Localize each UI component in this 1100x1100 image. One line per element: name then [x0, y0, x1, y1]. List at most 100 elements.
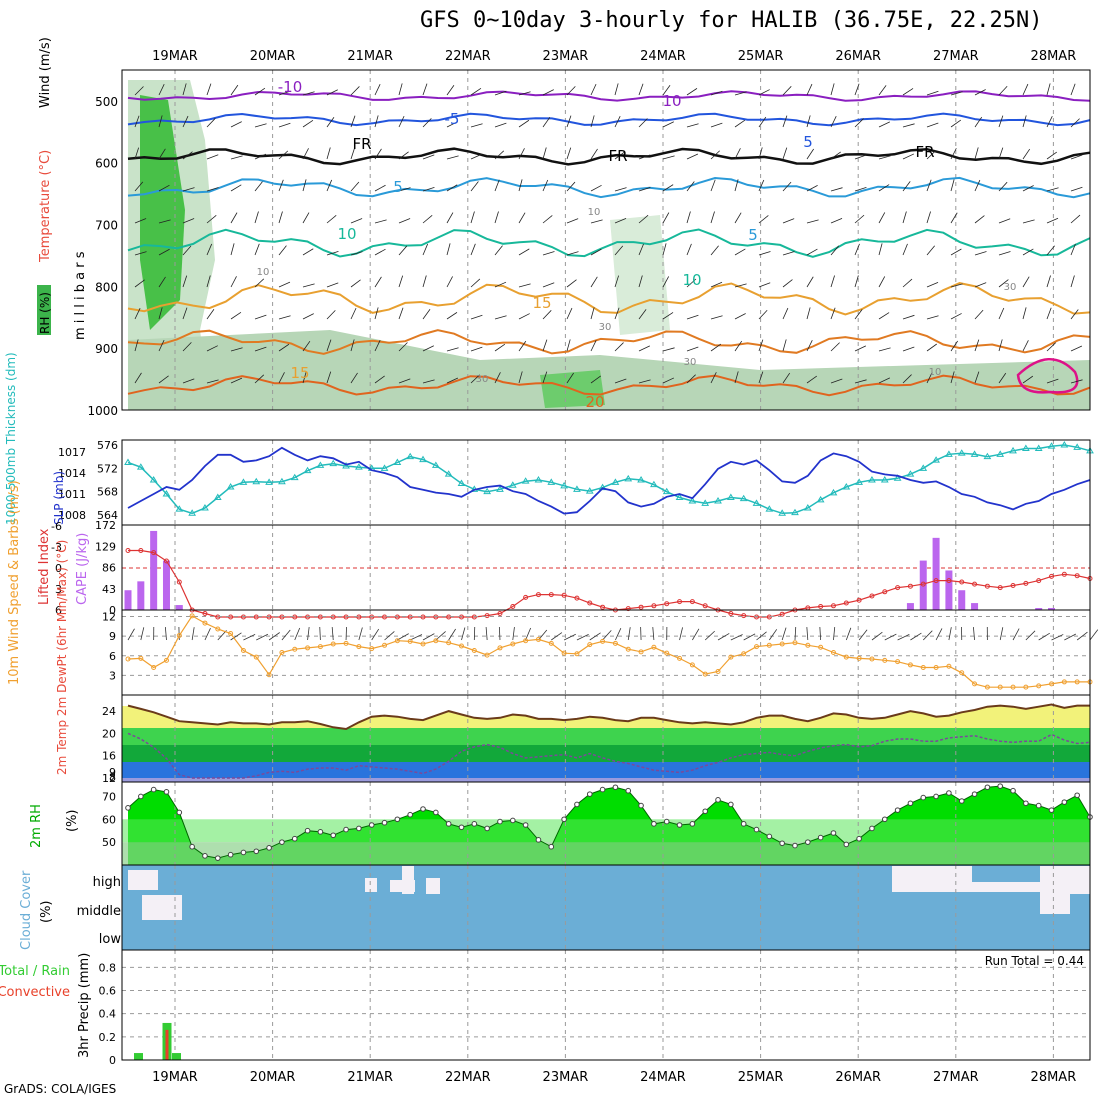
wind-speed-point	[779, 641, 785, 647]
wind-barb-10m	[551, 632, 563, 641]
wind-barb	[734, 119, 746, 128]
lifted-index-point	[895, 585, 901, 591]
lifted-index-point	[1010, 583, 1016, 588]
rh-point	[497, 818, 503, 825]
wind-barb	[350, 86, 360, 96]
wind-barb	[758, 309, 768, 320]
rh-point	[253, 848, 260, 855]
thickness-point	[290, 473, 299, 481]
wind-barb	[878, 312, 890, 320]
thickness-point	[675, 493, 684, 500]
wind-speed-point	[523, 638, 529, 644]
wind-barb	[1046, 275, 1051, 288]
wind-barb	[806, 83, 813, 96]
cape-bar	[1048, 608, 1056, 610]
wind-barb-10m	[833, 627, 836, 641]
thickness-point	[380, 464, 389, 471]
lifted-index-point	[946, 578, 952, 584]
wind-barb-10m	[498, 626, 501, 641]
wind-speed-point	[1061, 679, 1067, 685]
wind-speed-line	[127, 615, 1090, 688]
rh-point	[958, 798, 965, 804]
wind-barb	[446, 184, 458, 192]
rh-point	[651, 821, 657, 827]
date-label-top: 23MAR	[543, 49, 589, 64]
wind-speed-point	[279, 650, 285, 655]
wind-barb	[134, 339, 139, 352]
wind-barb	[278, 150, 289, 160]
cloud-row-middle: middle	[77, 904, 121, 919]
wind-speed-point	[497, 645, 503, 651]
rh-point	[458, 824, 465, 831]
rh-point	[561, 816, 567, 823]
wind-barb	[926, 150, 936, 160]
wind-barb	[614, 83, 619, 96]
wind-barb	[470, 374, 480, 384]
temperature-contour-label: 15	[290, 364, 309, 382]
rh-point	[599, 786, 606, 793]
wind-barb	[374, 248, 386, 256]
wind-barb	[950, 91, 963, 96]
thickness-point	[329, 459, 338, 467]
thickness-point	[945, 450, 953, 457]
wind-barb	[590, 340, 597, 352]
thickness-point	[739, 494, 748, 502]
wind-barb	[878, 85, 887, 96]
wind-barb	[830, 116, 837, 128]
wind-barb	[662, 276, 670, 288]
temp-axis-label: 2m Temp 2m DewPt (6hr Min/Max) (°C)	[55, 540, 69, 775]
cape-bar	[1035, 608, 1043, 610]
wind-barb	[1070, 186, 1083, 192]
wind-barb	[590, 219, 603, 224]
lifted-index-point	[664, 601, 670, 607]
wind-barb-10m	[422, 633, 435, 641]
wind-barb	[998, 339, 1003, 352]
wind-barb	[710, 343, 722, 352]
wind-speed-point	[330, 641, 336, 647]
cape-bar	[175, 605, 183, 610]
wind-barb	[830, 342, 840, 352]
temp-band-8	[122, 778, 1090, 782]
wind-barb	[1070, 118, 1080, 128]
cape-bar	[906, 603, 914, 610]
wind-speed-point	[818, 644, 824, 650]
wind-barb	[158, 248, 170, 256]
wind-barb	[974, 116, 983, 128]
wind-barb	[206, 243, 213, 256]
wind-barb	[1070, 243, 1076, 256]
thickness-point	[278, 477, 286, 485]
slp-tick-label: 1008	[58, 509, 86, 522]
wind-speed-point	[510, 641, 516, 647]
wind-speed-point	[959, 670, 965, 676]
rh-point	[368, 822, 375, 828]
wind-barb	[782, 181, 792, 192]
pressure-tick-label: 1000	[87, 404, 118, 418]
wind-barb	[350, 181, 360, 192]
wind-barb	[974, 89, 986, 96]
wind-barb	[470, 211, 475, 224]
wind-barb	[926, 245, 935, 256]
wind-barb	[854, 379, 867, 384]
thickness-point	[842, 483, 851, 490]
wind-barb	[230, 121, 242, 128]
temp-band-20	[122, 728, 1090, 745]
wind-speed-point	[869, 656, 875, 662]
thickness-point	[868, 476, 876, 483]
rh-axis-unit: (%)	[65, 810, 80, 833]
temperature-contour-label: 10	[337, 225, 356, 243]
wind-frame	[121, 609, 1091, 696]
wind-barb	[614, 275, 620, 288]
wind-barb	[614, 187, 627, 192]
wind-barb-10m	[204, 628, 211, 641]
precip-tick-label: 0.4	[99, 1008, 117, 1021]
wind-barb	[926, 179, 932, 192]
slp-tick-label: 1017	[58, 446, 86, 459]
wind-barb	[830, 151, 841, 160]
lifted-index-point	[625, 606, 631, 612]
wind-barb	[686, 243, 692, 256]
cape-tick-label: 86	[102, 562, 116, 575]
wind-barb	[326, 89, 338, 96]
date-label-bottom: 21MAR	[347, 1070, 393, 1085]
wind-speed-point	[317, 644, 323, 650]
